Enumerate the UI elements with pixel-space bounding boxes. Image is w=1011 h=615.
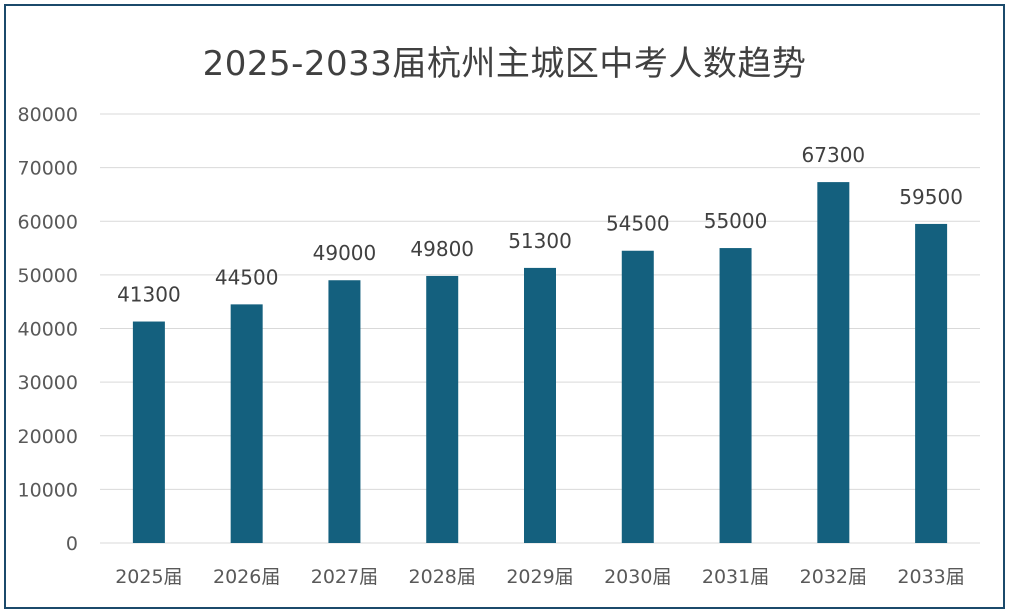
x-axis-ticks: 2025届 2026届 2027届 2028届 2029届 2030届 2031届 2032届… — [115, 566, 965, 588]
x-tick-label: 2033届 — [897, 566, 964, 588]
y-tick-label: 80000 — [18, 104, 78, 126]
x-tick-label: 2029届 — [506, 566, 573, 588]
y-axis-ticks: 0 10000 20000 30000 40000 50000 60000 70000 8000… — [18, 104, 78, 555]
x-tick-label: 2032届 — [800, 566, 867, 588]
bar — [817, 182, 850, 543]
x-tick-label: 2026届 — [213, 566, 280, 588]
data-label: 59500 — [899, 185, 963, 209]
data-label: 44500 — [215, 265, 279, 289]
data-label: 54500 — [606, 212, 670, 236]
bar — [132, 321, 165, 543]
bar — [328, 280, 361, 543]
data-labels: 41300 44500 49000 49800 51300 54500 55000 67300… — [117, 143, 963, 306]
data-label: 49000 — [313, 241, 377, 265]
y-tick-label: 70000 — [18, 158, 78, 180]
data-label: 51300 — [508, 229, 572, 253]
x-tick-label: 2031届 — [702, 566, 769, 588]
data-label: 67300 — [802, 143, 866, 167]
y-tick-label: 30000 — [18, 372, 78, 394]
y-tick-label: 10000 — [18, 479, 78, 501]
y-tick-label: 20000 — [18, 426, 78, 448]
data-label: 49800 — [410, 237, 474, 261]
y-tick-label: 0 — [66, 533, 78, 555]
y-tick-label: 60000 — [18, 211, 78, 233]
x-tick-label: 2028届 — [409, 566, 476, 588]
y-tick-label: 40000 — [18, 319, 78, 341]
x-tick-label: 2030届 — [604, 566, 671, 588]
data-label: 55000 — [704, 209, 768, 233]
bar — [915, 223, 948, 543]
bar — [230, 304, 263, 543]
bar — [524, 267, 556, 543]
bars — [132, 182, 948, 543]
bar — [621, 250, 654, 543]
x-tick-label: 2027届 — [311, 566, 378, 588]
data-label: 41300 — [117, 283, 181, 307]
y-tick-label: 50000 — [18, 265, 78, 287]
x-tick-label: 2025届 — [115, 566, 182, 588]
bar — [426, 275, 459, 543]
bar — [719, 248, 752, 543]
chart-title: 2025-2033届杭州主城区中考人数趋势 — [202, 44, 807, 84]
